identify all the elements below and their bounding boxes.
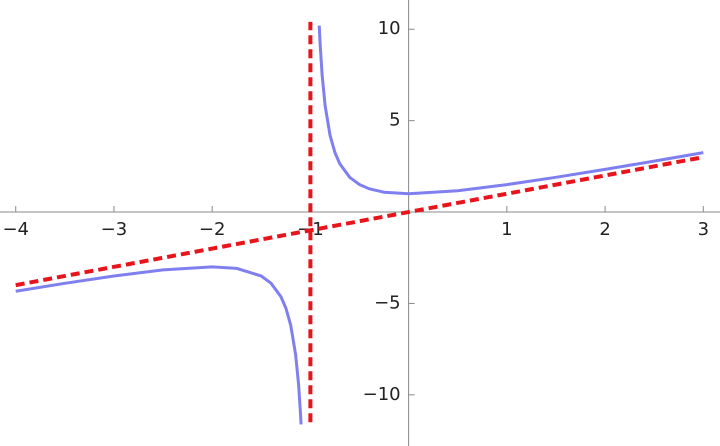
x-tick-label: −3 (101, 219, 128, 240)
y-tick-label: 5 (389, 110, 400, 131)
x-tick-label: 2 (599, 219, 610, 240)
series-line (15, 155, 704, 288)
x-tick-label: −2 (199, 219, 226, 240)
x-tick-label: −4 (2, 219, 29, 240)
x-tick-label: 1 (501, 219, 512, 240)
y-tick-label: 10 (378, 18, 401, 39)
y-tick-label: −5 (374, 292, 401, 313)
series-line (15, 25, 704, 425)
y-tick-label: −10 (363, 384, 401, 405)
x-tick-label: 3 (698, 219, 709, 240)
